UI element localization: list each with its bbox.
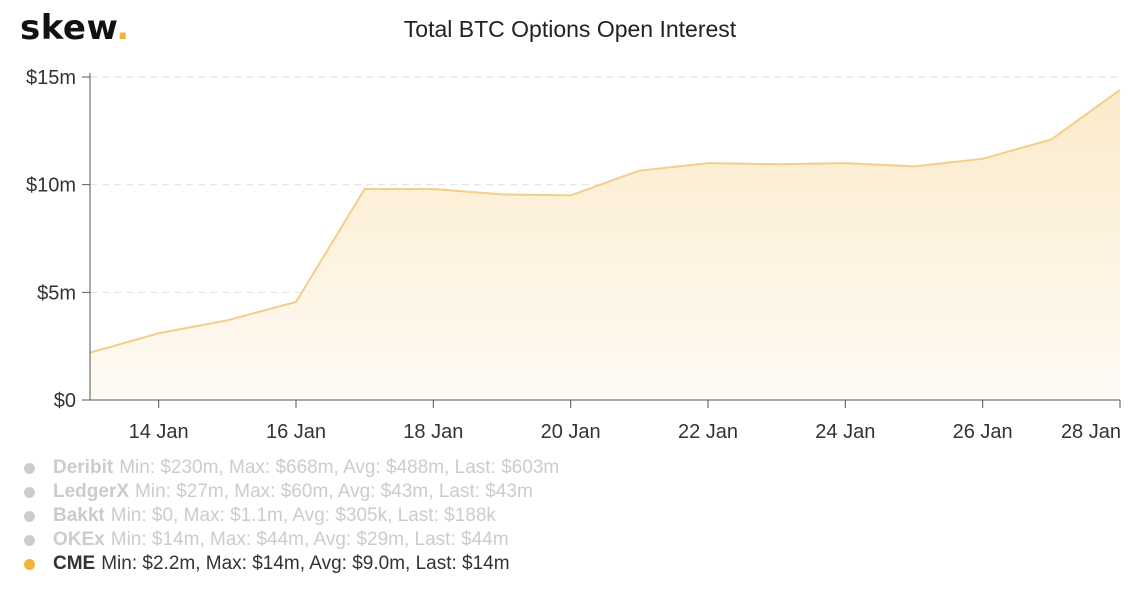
data-point-cme[interactable]	[362, 186, 367, 191]
legend-item-cme[interactable]: CME Min: $2.2m, Max: $14m, Avg: $9.0m, L…	[24, 552, 559, 576]
y-tick-label: $10m	[26, 175, 76, 197]
data-point-cme[interactable]	[156, 331, 161, 336]
legend-item-deribit[interactable]: Deribit Min: $230m, Max: $668m, Avg: $48…	[24, 456, 559, 480]
data-point-cme[interactable]	[774, 162, 779, 167]
x-tick-label: 14 Jan	[129, 421, 189, 443]
data-point-cme[interactable]	[706, 161, 711, 166]
x-tick-label: 24 Jan	[815, 421, 875, 443]
series-line-cme	[89, 89, 1121, 354]
chart-title: Total BTC Options Open Interest	[403, 16, 737, 42]
data-point-cme[interactable]	[1049, 137, 1054, 142]
data-point-cme[interactable]	[980, 156, 985, 161]
x-tick-label: 22 Jan	[678, 421, 738, 443]
legend-item-bakkt[interactable]: Bakkt Min: $0, Max: $1.1m, Avg: $305k, L…	[24, 504, 559, 528]
x-tick-label: 20 Jan	[541, 421, 601, 443]
legend-item-okex[interactable]: OKEx Min: $14m, Max: $44m, Avg: $29m, La…	[24, 528, 559, 552]
legend-dot-icon	[24, 534, 35, 546]
skew-logo: skew.	[20, 8, 130, 48]
legend-dot-icon	[24, 462, 35, 474]
data-point-cme[interactable]	[294, 300, 299, 305]
x-tick-label: 26 Jan	[953, 421, 1013, 443]
data-point-cme[interactable]	[568, 193, 573, 198]
data-point-cme[interactable]	[500, 192, 505, 197]
data-point-cme[interactable]	[637, 168, 642, 173]
x-tick-label: 18 Jan	[403, 421, 463, 443]
y-tick-label: $15m	[26, 67, 76, 89]
data-point-cme[interactable]	[843, 161, 848, 166]
legend-dot-icon	[24, 486, 35, 498]
data-point-cme[interactable]	[431, 186, 436, 191]
data-point-cme[interactable]	[1118, 87, 1123, 92]
data-point-cme[interactable]	[912, 164, 917, 169]
legend: Deribit Min: $230m, Max: $668m, Avg: $48…	[24, 456, 559, 576]
legend-item-ledgerx[interactable]: LedgerX Min: $27m, Max: $60m, Avg: $43m,…	[24, 480, 559, 504]
legend-dot-icon	[24, 510, 35, 522]
legend-dot-icon	[24, 558, 35, 570]
y-tick-label: $5m	[37, 282, 76, 304]
y-tick-label: $0	[54, 390, 76, 412]
x-tick-label: 28 Jan	[1061, 421, 1121, 443]
data-point-cme[interactable]	[225, 318, 230, 323]
x-tick-label: 16 Jan	[266, 421, 326, 443]
series-area-cme	[90, 89, 1120, 401]
